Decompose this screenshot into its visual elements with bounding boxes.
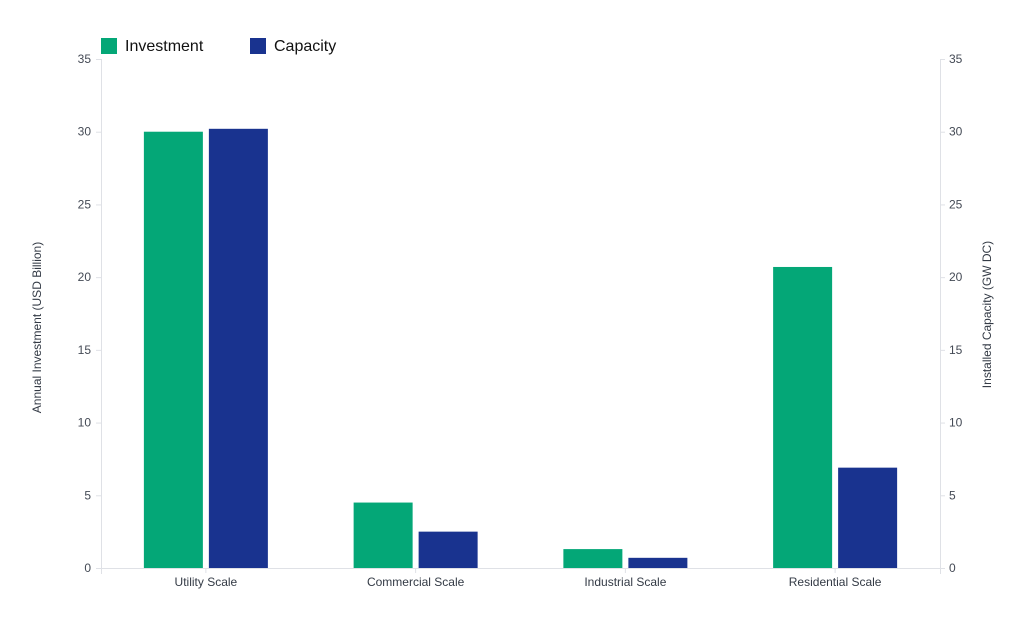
left-tick-label: 10: [78, 416, 92, 430]
bar-investment-residential-scale[interactable]: [773, 266, 833, 568]
legend-label: Investment: [125, 38, 204, 55]
bar-capacity-residential-scale[interactable]: [838, 467, 898, 568]
category-label: Industrial Scale: [584, 575, 666, 589]
right-tick-label: 35: [949, 52, 963, 66]
axes: [101, 59, 941, 574]
bar-investment-industrial-scale[interactable]: [563, 549, 623, 568]
category-label: Commercial Scale: [367, 575, 465, 589]
left-axis-title: Annual Investment (USD Billion): [30, 242, 44, 413]
legend: Investment Capacity: [101, 38, 336, 55]
legend-label: Capacity: [274, 38, 336, 55]
left-tick-label: 20: [78, 270, 92, 284]
bar-capacity-industrial-scale[interactable]: [628, 557, 688, 568]
category-label: Residential Scale: [789, 575, 882, 589]
right-tick-label: 20: [949, 270, 963, 284]
left-tick-label: 15: [78, 343, 92, 357]
bar-investment-commercial-scale[interactable]: [353, 502, 413, 568]
right-tick-label: 30: [949, 125, 963, 139]
right-tick-label: 10: [949, 416, 963, 430]
right-tick-label: 15: [949, 343, 963, 357]
left-tick-label: 25: [78, 197, 92, 211]
bar-investment-utility-scale[interactable]: [143, 131, 203, 568]
bars: [143, 128, 898, 568]
legend-item-capacity[interactable]: Capacity: [250, 38, 336, 55]
right-tick-label: 0: [949, 561, 956, 575]
right-tick-label: 25: [949, 197, 963, 211]
left-tick-label: 0: [84, 561, 91, 575]
left-axis-ticks: 0 5 10 15 20 25 30 35: [78, 52, 101, 575]
bar-capacity-commercial-scale[interactable]: [418, 531, 478, 568]
right-axis-title: Installed Capacity (GW DC): [980, 241, 994, 388]
category-labels: Utility Scale Commercial Scale Industrial …: [175, 568, 882, 589]
legend-swatch: [250, 38, 266, 54]
legend-swatch: [101, 38, 117, 54]
category-label: Utility Scale: [175, 575, 238, 589]
left-tick-label: 5: [84, 488, 91, 502]
left-tick-label: 30: [78, 125, 92, 139]
right-axis-ticks: 0 5 10 15 20 25 30 35: [940, 52, 963, 575]
bar-capacity-utility-scale[interactable]: [208, 128, 268, 568]
right-tick-label: 5: [949, 488, 956, 502]
left-tick-label: 35: [78, 52, 92, 66]
legend-item-investment[interactable]: Investment: [101, 38, 204, 55]
